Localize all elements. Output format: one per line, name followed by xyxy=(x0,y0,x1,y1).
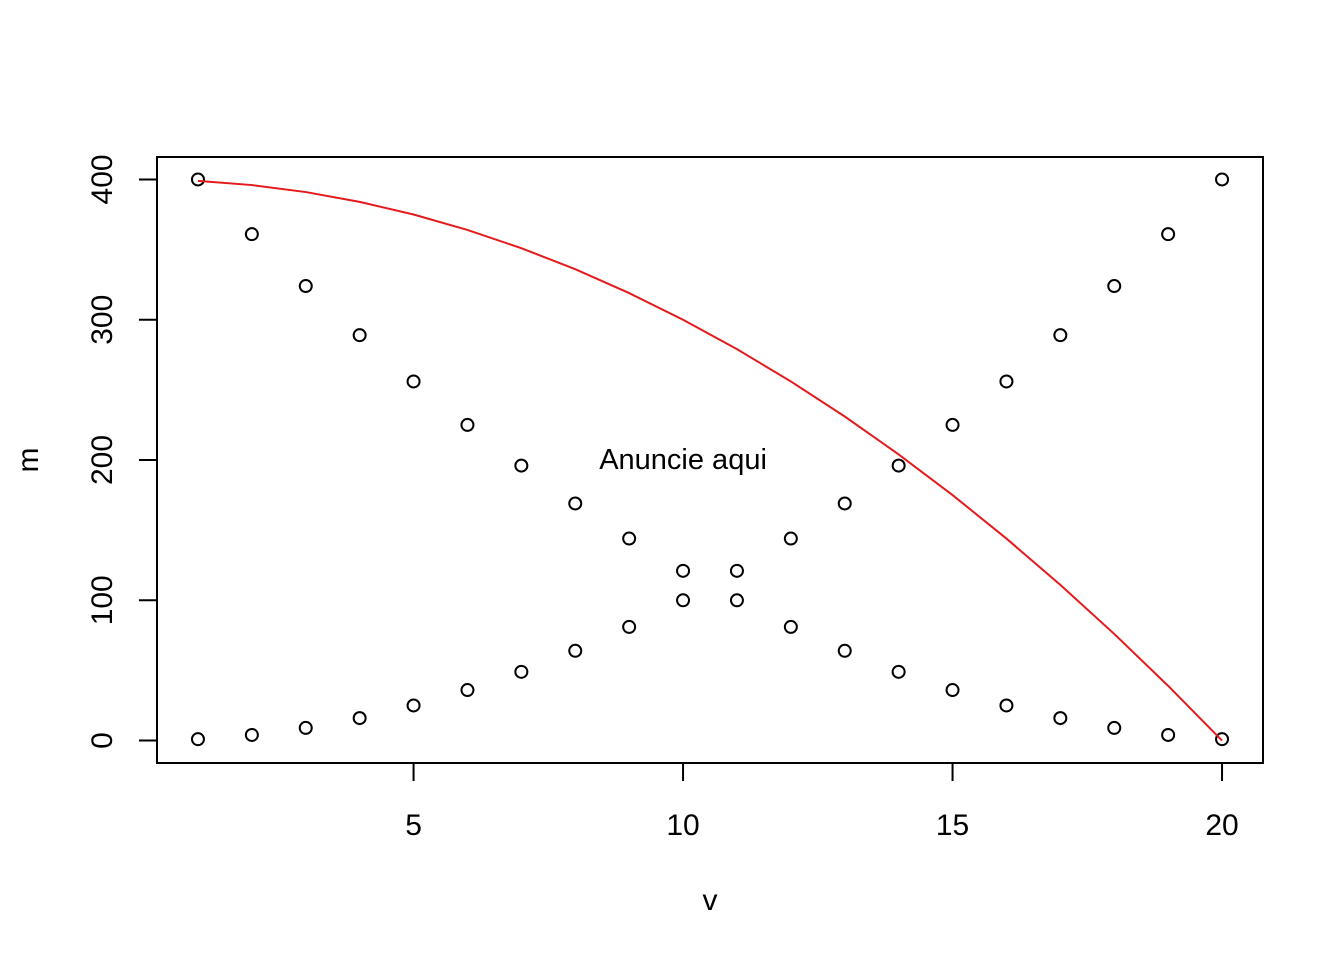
y-tick-label: 300 xyxy=(86,295,119,345)
data-point xyxy=(460,417,475,432)
data-point xyxy=(298,279,313,294)
data-point xyxy=(676,593,691,608)
data-point xyxy=(190,732,205,747)
data-point xyxy=(190,172,205,187)
data-point xyxy=(514,458,529,473)
y-tick-label: 0 xyxy=(86,732,119,749)
data-point xyxy=(406,374,421,389)
annotation-text: Anuncie aqui xyxy=(599,444,767,476)
data-point xyxy=(1107,720,1122,735)
data-point xyxy=(999,698,1014,713)
data-point xyxy=(1161,727,1176,742)
y-tick-label: 400 xyxy=(86,154,119,204)
data-point xyxy=(568,496,583,511)
x-axis: 5 10 15 20 xyxy=(405,762,1239,842)
x-tick-label: 15 xyxy=(936,809,969,842)
data-point xyxy=(460,683,475,698)
y-tick-label: 200 xyxy=(86,435,119,485)
data-point xyxy=(298,720,313,735)
data-point xyxy=(1053,328,1068,343)
series-layer xyxy=(190,172,1230,747)
data-point xyxy=(1215,172,1230,187)
data-point xyxy=(1053,711,1068,726)
data-point xyxy=(891,458,906,473)
data-point xyxy=(945,683,960,698)
data-point xyxy=(244,227,259,242)
data-point xyxy=(945,417,960,432)
data-point xyxy=(352,711,367,726)
x-axis-label: v xyxy=(703,884,718,917)
data-point xyxy=(783,531,798,546)
data-point xyxy=(837,496,852,511)
x-tick-label: 5 xyxy=(405,809,422,842)
data-point xyxy=(729,593,744,608)
data-point xyxy=(622,619,637,634)
y-axis: 0 100 200 300 400 xyxy=(86,154,158,749)
series-line xyxy=(197,179,1223,742)
data-point xyxy=(352,328,367,343)
data-point xyxy=(1107,279,1122,294)
data-point xyxy=(568,643,583,658)
data-point xyxy=(999,374,1014,389)
y-axis-label: m xyxy=(12,448,45,473)
data-point xyxy=(837,643,852,658)
data-point xyxy=(514,664,529,679)
y-tick-label: 100 xyxy=(86,575,119,625)
data-point xyxy=(729,563,744,578)
x-tick-label: 10 xyxy=(666,809,699,842)
data-point xyxy=(676,563,691,578)
data-point xyxy=(406,698,421,713)
data-point xyxy=(783,619,798,634)
x-tick-label: 20 xyxy=(1205,809,1238,842)
data-point xyxy=(891,664,906,679)
data-point xyxy=(622,531,637,546)
data-point xyxy=(1161,227,1176,242)
data-point xyxy=(244,727,259,742)
data-point xyxy=(1215,732,1230,747)
